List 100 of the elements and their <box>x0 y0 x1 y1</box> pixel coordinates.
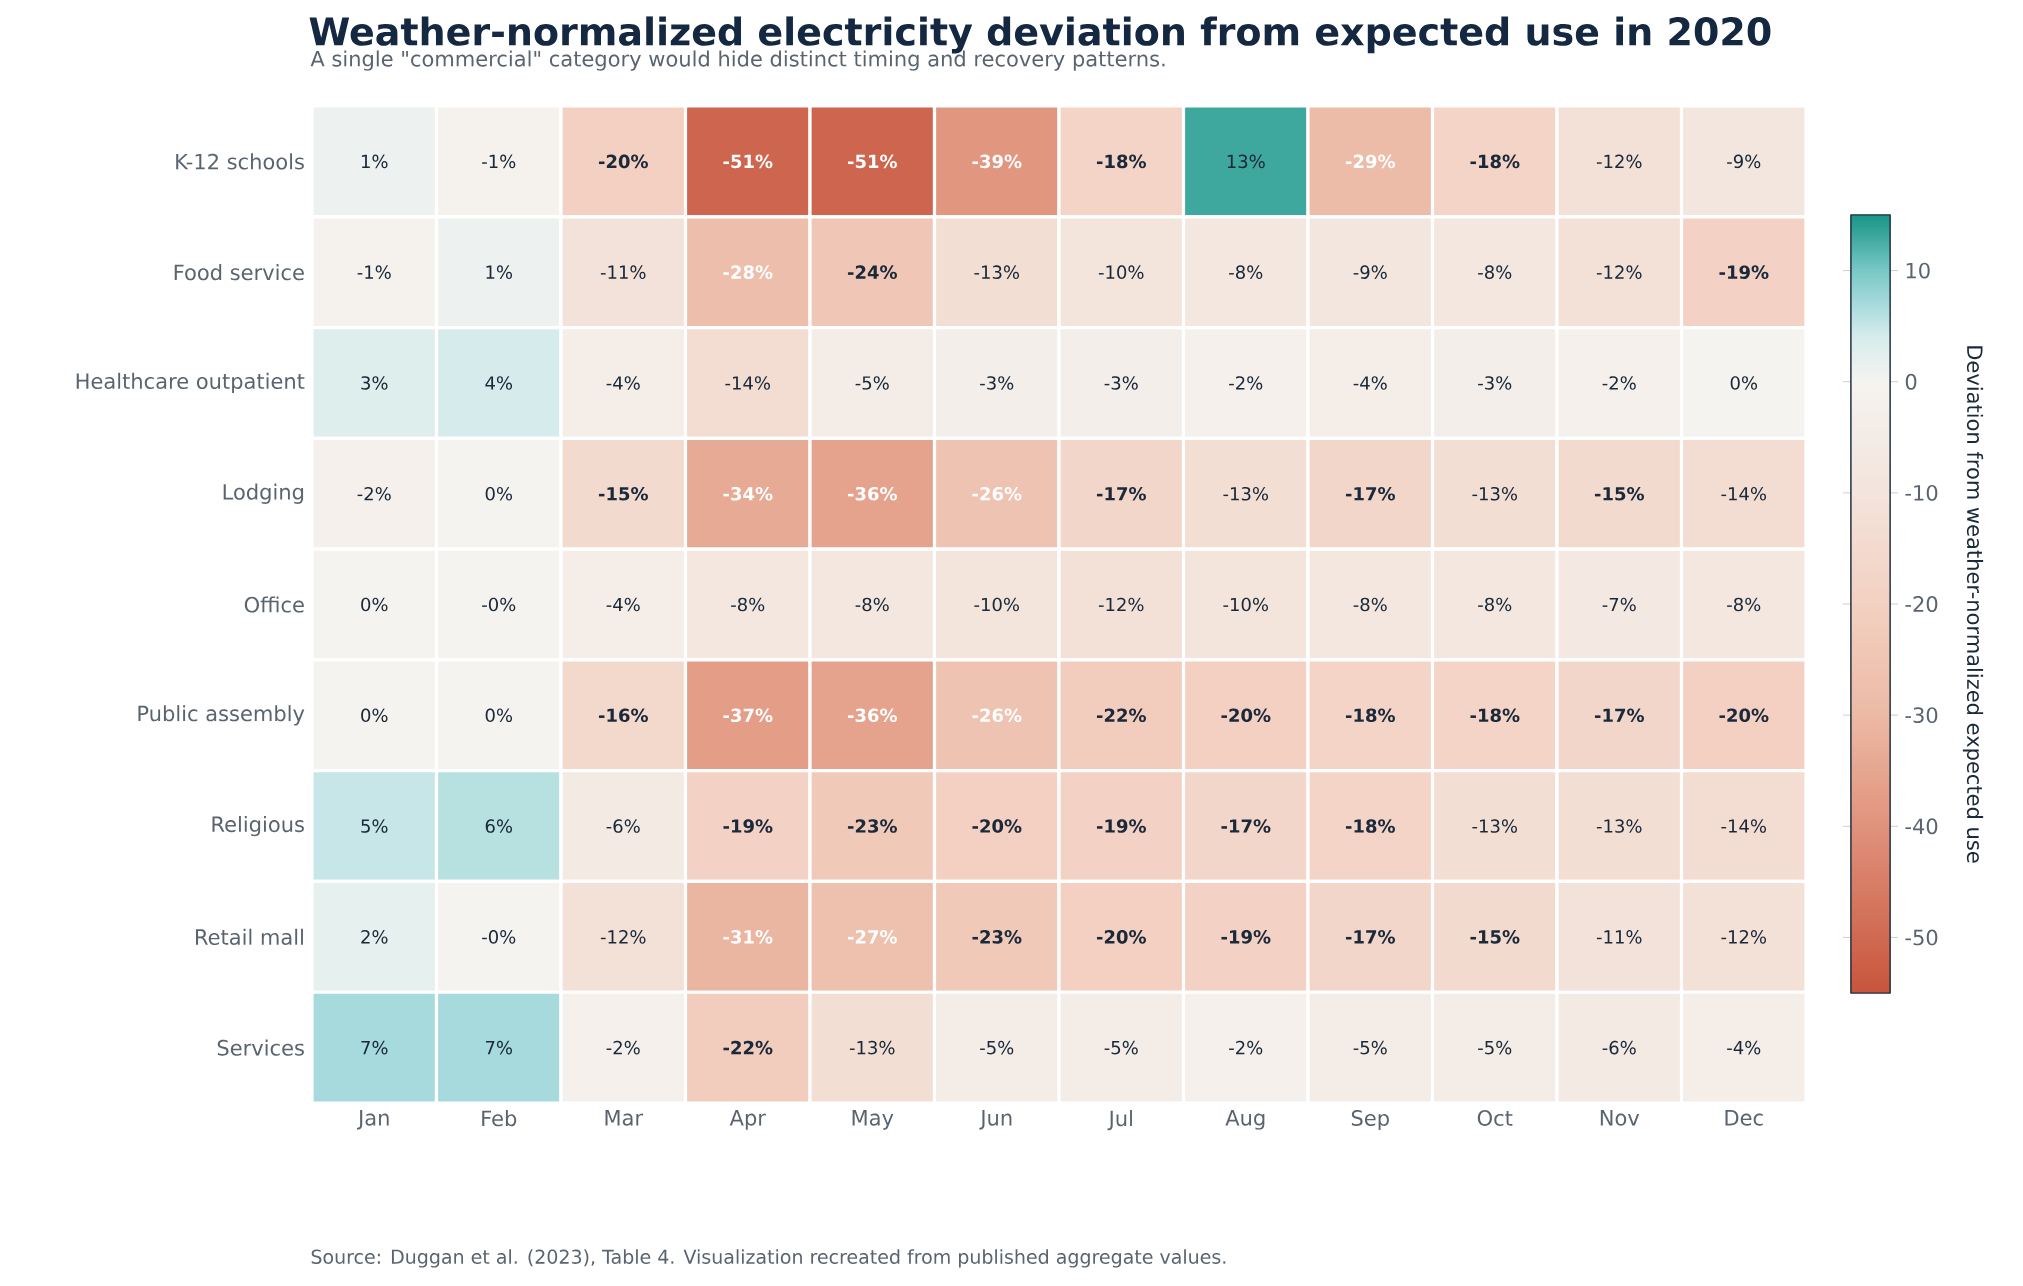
data-label: 0% <box>485 708 513 723</box>
color-bar-label: -10 <box>1905 484 1938 501</box>
data-label: -20% <box>1221 708 1271 723</box>
y-tick-label: Retail mall <box>196 928 303 945</box>
data-label: -5% <box>980 1040 1014 1055</box>
color-bar-label: -30 <box>1905 707 1938 724</box>
data-label: -37% <box>723 708 773 723</box>
data-label: -12% <box>1098 597 1144 612</box>
data-label: -3% <box>1478 376 1512 390</box>
data-label: -15% <box>598 486 648 501</box>
data-label: -2% <box>1229 1040 1263 1055</box>
x-tick-label: Oct <box>1477 1110 1513 1126</box>
data-label: -18% <box>1345 708 1395 723</box>
data-label: -0% <box>482 930 516 944</box>
x-tick-label: Sep <box>1351 1110 1389 1131</box>
data-label: -20% <box>1096 930 1146 944</box>
data-label: -18% <box>1096 154 1146 169</box>
data-label: -1% <box>482 154 516 169</box>
data-label: -26% <box>972 486 1022 501</box>
data-label: -5% <box>1478 1040 1512 1055</box>
data-label: -2% <box>357 486 391 501</box>
data-label: -0% <box>482 597 516 612</box>
data-label: -12% <box>600 930 646 944</box>
x-tick-label: Aug <box>1225 1110 1265 1130</box>
data-label: -16% <box>598 708 648 723</box>
data-label: 0% <box>1730 376 1758 390</box>
data-label: -14% <box>725 376 771 390</box>
data-label: -5% <box>1353 1040 1387 1055</box>
data-label: -9% <box>1727 154 1761 169</box>
data-label: -24% <box>847 265 897 279</box>
data-label: -13% <box>974 265 1020 279</box>
data-label: -4% <box>1727 1040 1761 1055</box>
data-label: -12% <box>1596 265 1642 279</box>
data-label: -13% <box>849 1040 895 1055</box>
data-label: -29% <box>1345 154 1395 169</box>
data-label: -5% <box>1104 1040 1138 1055</box>
data-label: -5% <box>855 376 889 390</box>
data-label: -14% <box>1721 819 1767 833</box>
data-label: -34% <box>723 486 773 501</box>
data-label: -13% <box>1223 486 1269 501</box>
data-label: 0% <box>361 708 388 723</box>
data-label: -20% <box>598 154 648 169</box>
x-tick-label: Feb <box>482 1110 517 1127</box>
data-label: -8% <box>1353 597 1387 612</box>
data-label: -8% <box>1229 265 1263 279</box>
data-label: -36% <box>847 486 897 501</box>
data-label: -17% <box>1096 486 1146 501</box>
data-label: -6% <box>1602 1040 1636 1055</box>
color-bar-title: Deviation from weather-normalized expected use <box>1962 346 1984 863</box>
data-label: -12% <box>1721 930 1767 944</box>
data-label: -27% <box>847 930 897 944</box>
data-label: -19% <box>1096 819 1146 833</box>
data-label: -8% <box>1478 597 1512 612</box>
data-label: -2% <box>1602 376 1636 390</box>
data-label: -17% <box>1345 930 1395 944</box>
data-label: -19% <box>723 819 773 833</box>
data-label: -11% <box>600 265 646 279</box>
x-tick-label: Nov <box>1600 1110 1640 1126</box>
y-tick-label: Public assembly <box>138 705 305 726</box>
data-label: 1% <box>486 265 513 279</box>
data-label: -14% <box>1721 486 1767 501</box>
data-label: -22% <box>723 1040 773 1055</box>
data-label: 4% <box>485 376 513 390</box>
color-bar-label: 10 <box>1906 262 1930 279</box>
y-tick-label: Food service <box>174 264 304 281</box>
y-tick-label: Office <box>244 596 304 613</box>
data-label: -28% <box>723 265 773 279</box>
y-tick-label: Lodging <box>223 483 304 504</box>
data-label: -19% <box>1221 930 1271 944</box>
data-label: -39% <box>972 154 1022 169</box>
data-label: -1% <box>357 265 391 279</box>
data-label: 5% <box>361 819 388 833</box>
data-label: -2% <box>1229 376 1263 390</box>
color-bar-label: 0 <box>1905 373 1917 390</box>
y-tick-label: Services <box>217 1039 304 1056</box>
x-tick-label: Apr <box>729 1110 766 1130</box>
data-label: -17% <box>1345 486 1395 501</box>
data-label: -20% <box>1719 708 1769 723</box>
data-label: -51% <box>847 154 897 169</box>
data-label: -7% <box>1602 597 1636 612</box>
x-tick-label: Dec <box>1725 1110 1763 1126</box>
data-label: -8% <box>1727 597 1761 612</box>
color-bar-label: -50 <box>1905 929 1938 946</box>
x-tick-label: Jul <box>1107 1110 1132 1131</box>
data-label: -8% <box>855 597 889 612</box>
data-label: -8% <box>1478 265 1512 279</box>
data-label: 0% <box>485 486 513 501</box>
x-tick-label: Jan <box>356 1110 389 1130</box>
data-label: -10% <box>1223 597 1269 612</box>
data-label: -3% <box>980 376 1014 390</box>
data-label: -36% <box>847 708 897 723</box>
x-tick-label: Mar <box>605 1110 644 1126</box>
data-label: -15% <box>1470 930 1520 944</box>
data-label: 3% <box>361 376 388 390</box>
data-label: -23% <box>972 930 1022 944</box>
data-label: -11% <box>1596 930 1642 944</box>
data-label: -12% <box>1596 154 1642 169</box>
data-label: -9% <box>1353 265 1387 279</box>
data-label: -19% <box>1719 265 1769 279</box>
x-tick-label: May <box>852 1110 894 1130</box>
